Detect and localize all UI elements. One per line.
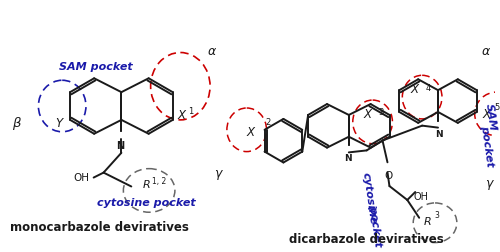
Text: 2: 2 xyxy=(266,118,271,127)
Text: X: X xyxy=(364,107,372,120)
Text: pocket: pocket xyxy=(366,204,382,246)
Text: X: X xyxy=(178,109,186,122)
Text: Y: Y xyxy=(55,117,62,130)
Text: SAM pocket: SAM pocket xyxy=(60,62,133,72)
Text: dicarbazole deviratives: dicarbazole deviratives xyxy=(290,232,444,245)
Text: R: R xyxy=(424,216,432,226)
Text: β: β xyxy=(12,117,20,130)
Text: cytosine pocket: cytosine pocket xyxy=(98,197,196,207)
Text: 3: 3 xyxy=(434,210,439,219)
Text: X: X xyxy=(482,108,490,121)
Text: 4: 4 xyxy=(426,83,432,92)
Text: N: N xyxy=(435,129,443,138)
Text: γ: γ xyxy=(214,166,222,179)
Text: OH: OH xyxy=(413,191,428,201)
Text: monocarbazole deviratives: monocarbazole deviratives xyxy=(10,220,189,234)
Text: α: α xyxy=(208,45,216,58)
Text: SAM: SAM xyxy=(484,102,498,131)
Text: OH: OH xyxy=(74,172,90,182)
Text: X: X xyxy=(246,126,254,139)
Text: cytosine: cytosine xyxy=(360,171,378,224)
Text: X: X xyxy=(410,83,418,96)
Text: pocket: pocket xyxy=(478,124,494,168)
Text: α: α xyxy=(482,45,490,58)
Text: 1, 2: 1, 2 xyxy=(152,176,166,185)
Text: γ: γ xyxy=(486,176,493,189)
Text: 3: 3 xyxy=(378,108,384,117)
Text: R: R xyxy=(143,180,151,190)
Text: 5: 5 xyxy=(494,102,500,111)
Text: 1: 1 xyxy=(188,107,194,116)
Text: N: N xyxy=(344,154,352,163)
Text: N: N xyxy=(116,140,124,150)
Text: O: O xyxy=(384,171,392,180)
